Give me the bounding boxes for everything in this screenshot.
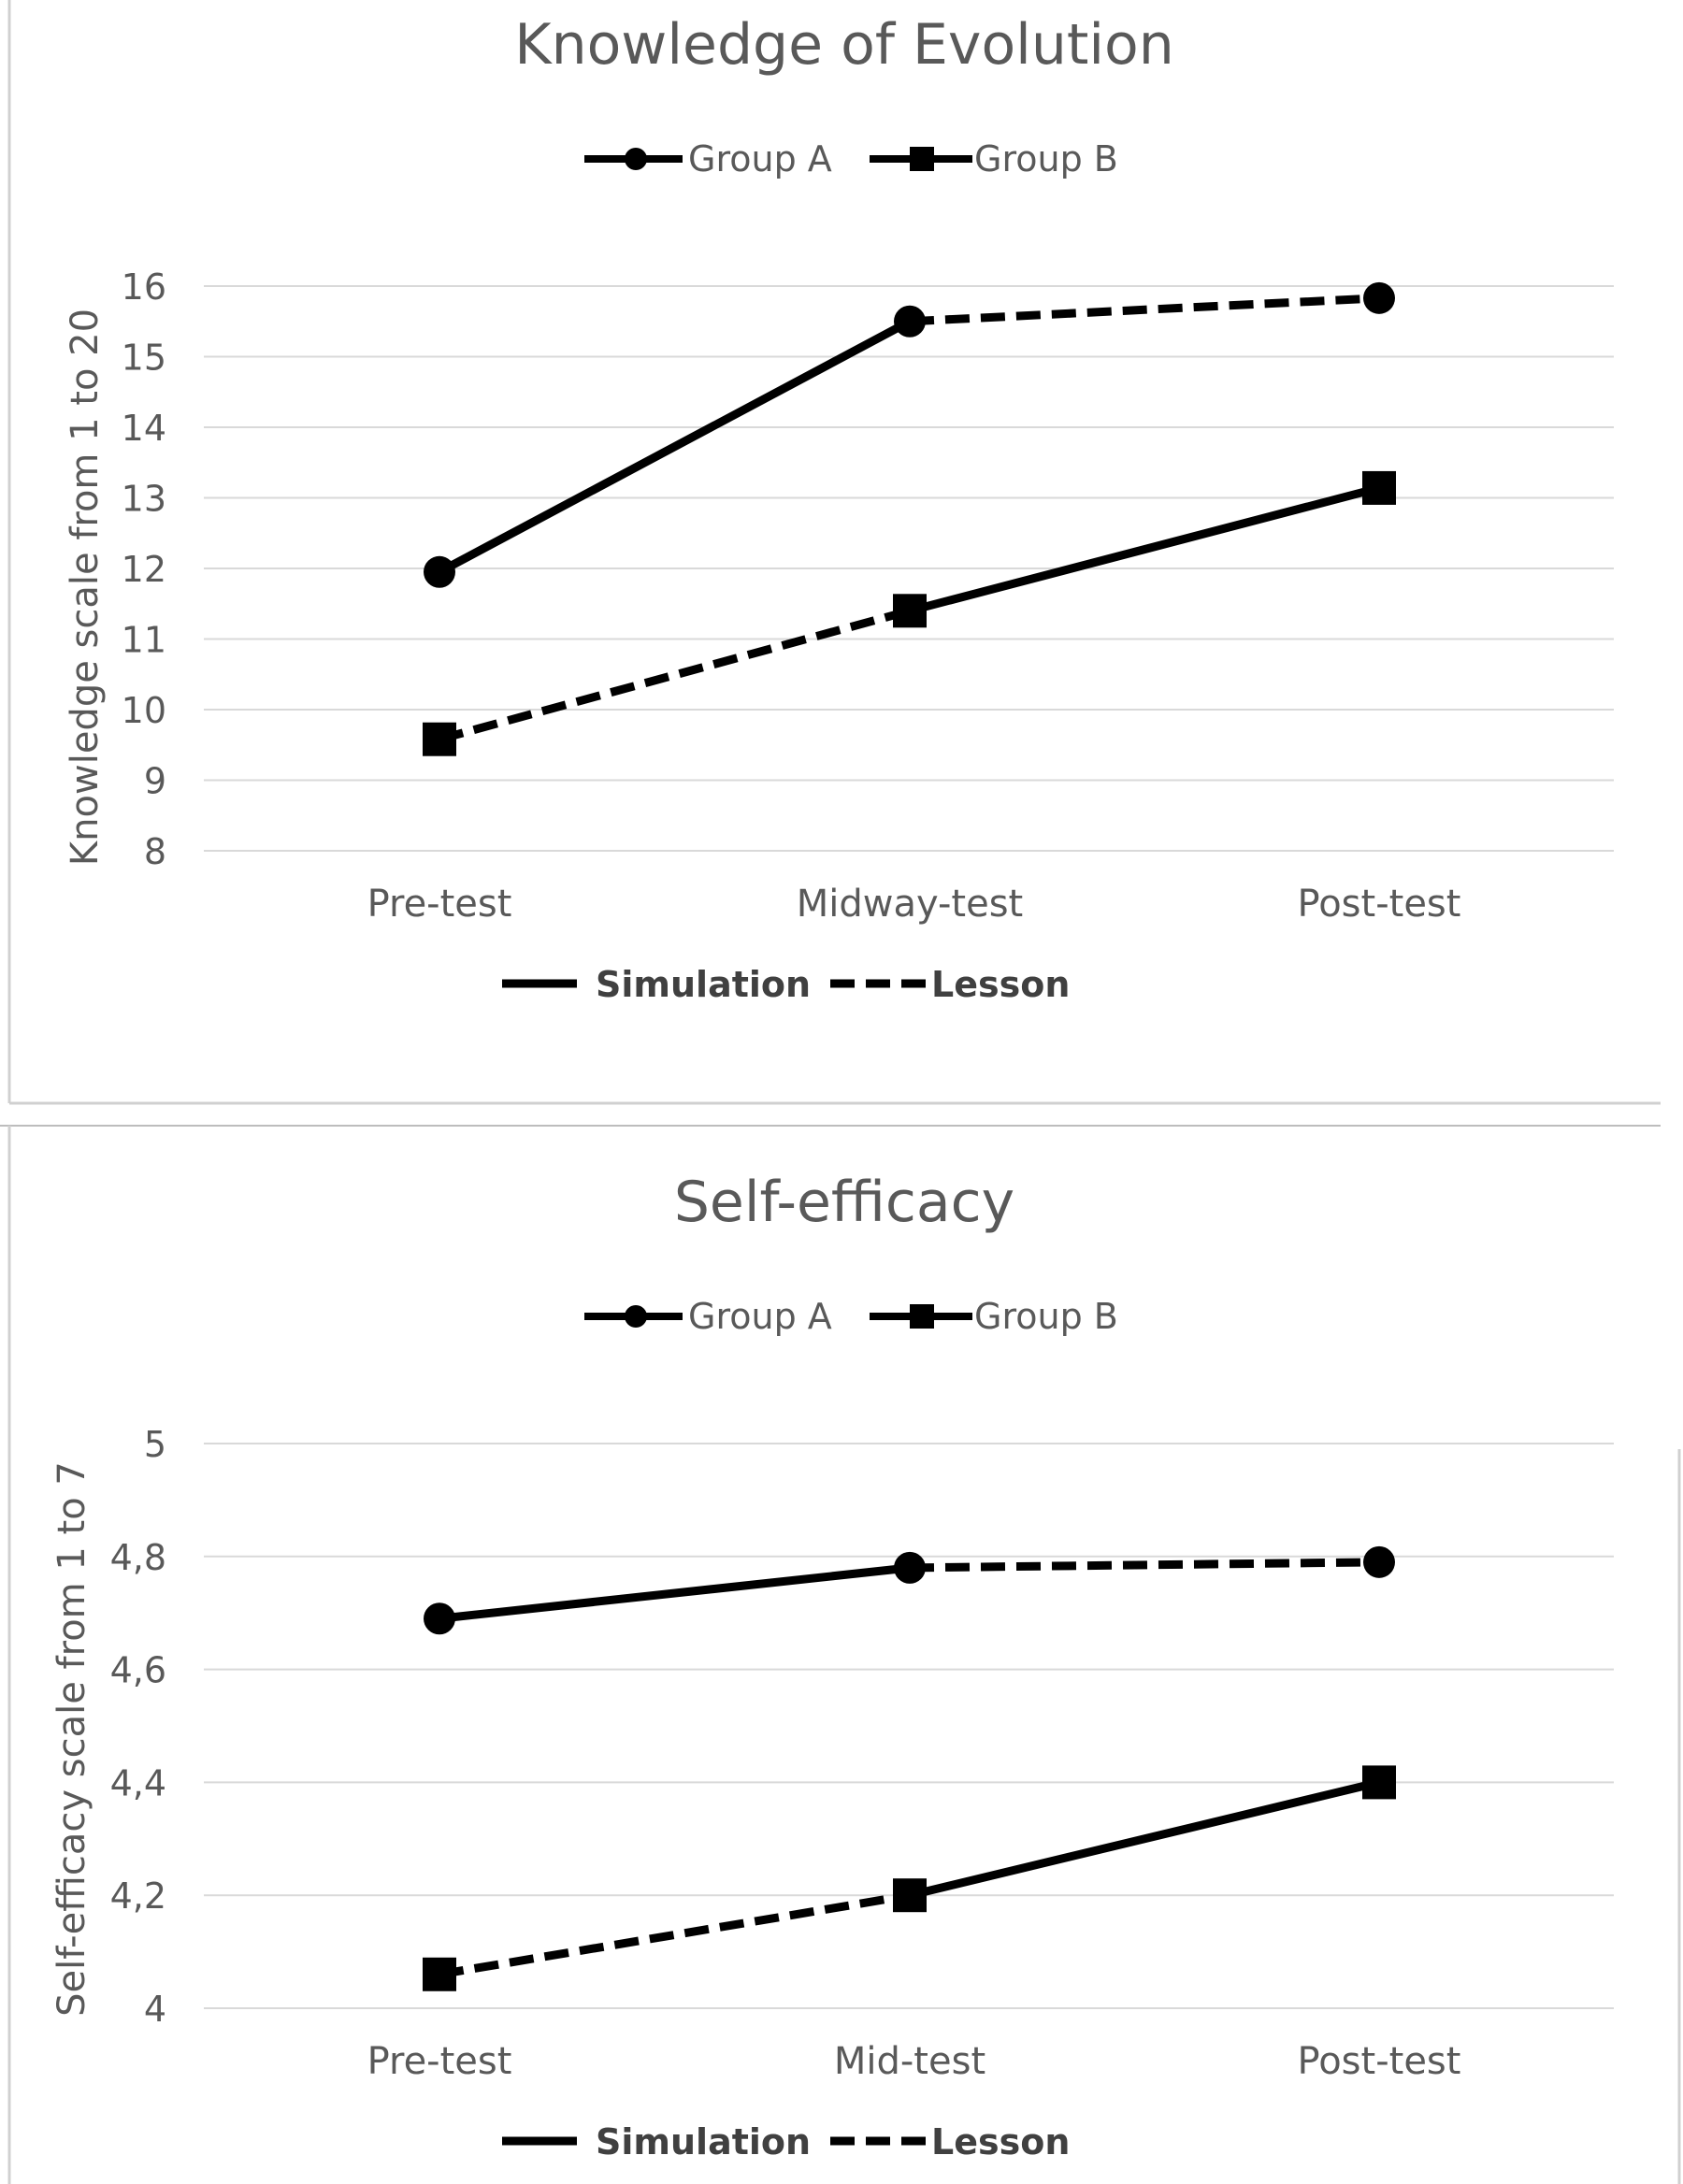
chart1-group-a-point: [1363, 281, 1395, 314]
chart2-legend-group-a-label: Group A: [688, 1296, 832, 1337]
chart1-y-tick-label: 13: [122, 479, 166, 520]
chart2-group-a-point: [1363, 1545, 1395, 1578]
chart1-x-tick-label: Midway-test: [797, 883, 1023, 926]
chart2-series-lines: [439, 1558, 1381, 1979]
chart1-x-tick-label: Post-test: [1298, 883, 1461, 926]
chart2-y-tick-label: 5: [144, 1424, 166, 1465]
chart1-gridlines: [204, 285, 1614, 852]
chart1-y-tick-label: 14: [122, 408, 166, 449]
chart1-legend-group-b-marker: [910, 147, 934, 171]
chart2-x-tick-label: Pre-test: [367, 2040, 512, 2083]
chart1-y-tick-labels: 8 9 10 11 12 13 14 15 16: [122, 266, 166, 872]
chart1-group-b-segment: [908, 483, 1381, 615]
chart1-group-a-segment: [909, 294, 1380, 326]
chart2-group-b-point: [893, 1878, 927, 1913]
chart1-y-tick-label: 10: [122, 690, 166, 731]
chart2-group-b-point: [423, 1957, 456, 1991]
chart2-y-axis-label: Self-efficacy scale from 1 to 7: [50, 1461, 94, 2017]
chart2-x-tick-label: Post-test: [1298, 2040, 1461, 2083]
chart2-y-tick-label: 4,4: [110, 1762, 166, 1803]
chart2-y-tick-label: 4,2: [110, 1875, 166, 1917]
chart2-group-b-point: [1362, 1765, 1396, 1800]
chart2-title: Self-efficacy: [674, 1170, 1014, 1235]
chart2-group-b-segment: [439, 1890, 911, 1979]
chart-self-efficacy: Self-efficacy Group A Group B Self-effic…: [50, 1170, 1614, 2162]
chart2-series-markers: [423, 1545, 1396, 1991]
chart2-legend-lesson-label: Lesson: [931, 2121, 1070, 2162]
chart1-legend-groups: Group A Group B: [584, 138, 1118, 180]
chart2-legend-conditions: Simulation Lesson: [502, 2121, 1070, 2162]
chart1-group-a-segment: [437, 317, 913, 576]
chart1-group-b-point: [423, 722, 456, 756]
chart2-group-a-point: [424, 1602, 455, 1635]
chart2-y-tick-labels: 4 4,2 4,4 4,6 4,8 5: [110, 1424, 166, 2030]
chart-knowledge-of-evolution: Knowledge of Evolution Group A Group B K…: [64, 12, 1614, 1005]
chart1-y-tick-label: 9: [144, 761, 166, 802]
chart1-legend-simulation-label: Simulation: [596, 964, 811, 1005]
chart2-legend-group-b-marker: [910, 1304, 934, 1329]
chart1-group-b-segment: [438, 606, 912, 744]
chart1-y-tick-label: 11: [122, 620, 166, 661]
chart2-gridlines: [204, 1443, 1614, 2009]
chart1-y-tick-label: 16: [122, 266, 166, 308]
chart1-group-a-point: [424, 555, 455, 588]
chart1-series-markers: [423, 281, 1396, 756]
chart1-legend-lesson-label: Lesson: [931, 964, 1070, 1005]
chart1-group-b-point: [893, 594, 927, 628]
chart1-legend-group-a-marker: [625, 148, 647, 170]
chart1-legend-conditions: Simulation Lesson: [502, 964, 1070, 1005]
chart2-y-tick-label: 4,6: [110, 1650, 166, 1691]
chart2-group-a-point: [894, 1551, 926, 1584]
chart2-y-tick-label: 4,8: [110, 1537, 166, 1578]
chart1-y-tick-label: 12: [122, 549, 166, 590]
chart1-x-tick-labels: Pre-test Midway-test Post-test: [367, 883, 1461, 926]
chart2-group-a-segment: [909, 1558, 1380, 1573]
chart2-legend-simulation-label: Simulation: [596, 2121, 811, 2162]
chart1-title: Knowledge of Evolution: [514, 12, 1174, 78]
chart1-y-axis-label: Knowledge scale from 1 to 20: [64, 309, 107, 866]
chart2-y-tick-label: 4: [144, 1989, 166, 2030]
chart1-legend-group-a-label: Group A: [688, 138, 832, 180]
chart2-x-tick-label: Mid-test: [834, 2040, 985, 2083]
chart1-group-a-point: [894, 305, 926, 338]
chart1-x-tick-label: Pre-test: [367, 883, 512, 926]
chart1-y-tick-label: 8: [144, 831, 166, 872]
chart2-x-tick-labels: Pre-test Mid-test Post-test: [367, 2040, 1461, 2083]
chart1-y-tick-label: 15: [122, 338, 166, 379]
chart2-legend-groups: Group A Group B: [584, 1296, 1118, 1337]
chart1-group-b-point: [1362, 470, 1396, 505]
chart1-series-lines: [437, 294, 1381, 744]
chart2-group-b-segment: [908, 1778, 1381, 1900]
chart2-legend-group-a-marker: [625, 1305, 647, 1328]
chart1-legend-group-b-label: Group B: [974, 138, 1118, 180]
chart2-legend-group-b-label: Group B: [974, 1296, 1118, 1337]
chart2-group-a-segment: [439, 1563, 911, 1623]
